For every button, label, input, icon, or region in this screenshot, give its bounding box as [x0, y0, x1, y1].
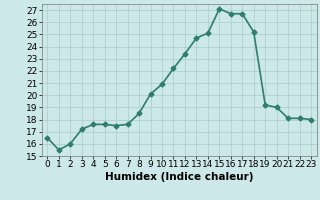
X-axis label: Humidex (Indice chaleur): Humidex (Indice chaleur) [105, 172, 253, 182]
